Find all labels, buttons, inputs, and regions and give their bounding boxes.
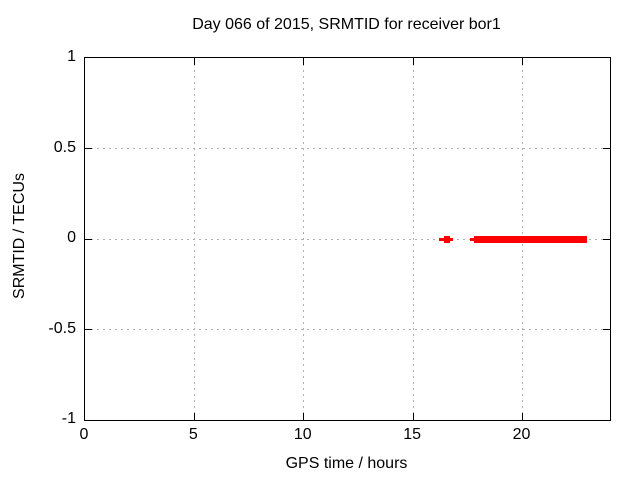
- plot-area: [84, 57, 611, 421]
- data-point-run: [470, 237, 475, 241]
- y-tick-mark: [85, 329, 92, 330]
- y-tick-label: -0.5: [48, 319, 76, 337]
- y-tick-label: 1: [67, 48, 76, 65]
- y-tick-mark-right: [603, 238, 610, 240]
- x-tick-label: 0: [79, 426, 89, 443]
- y-grid-line: [85, 148, 610, 149]
- y-grid-line: [85, 238, 610, 240]
- y-grid-line: [85, 329, 610, 330]
- y-tick-label: -1: [61, 410, 76, 427]
- x-tick-mark: [412, 413, 414, 420]
- x-tick-mark-top: [193, 58, 195, 65]
- y-tick-label: 0: [67, 229, 76, 246]
- x-tick-mark: [303, 413, 305, 420]
- y-tick-mark: [85, 148, 92, 149]
- y-tick-label: 0.5: [53, 138, 76, 156]
- x-tick-mark: [522, 413, 523, 420]
- x-tick-label: 5: [188, 426, 198, 443]
- x-tick-label: 15: [403, 426, 422, 443]
- x-tick-mark: [193, 413, 195, 420]
- data-point-run: [443, 235, 451, 243]
- x-tick-mark-top: [303, 58, 305, 65]
- x-tick-mark-top: [412, 58, 414, 65]
- x-tick-label: 10: [293, 426, 312, 443]
- data-point-run: [474, 235, 588, 243]
- x-tick-mark-top: [522, 58, 523, 65]
- chart-title: Day 066 of 2015, SRMTID for receiver bor…: [192, 16, 501, 33]
- x-tick-label: 20: [512, 426, 531, 443]
- y-tick-mark-right: [603, 329, 610, 330]
- y-tick-mark-right: [603, 148, 610, 149]
- y-tick-mark: [85, 238, 92, 240]
- y-axis-label: SRMTID / TECUs: [11, 173, 28, 299]
- x-axis-label: GPS time / hours: [285, 455, 408, 472]
